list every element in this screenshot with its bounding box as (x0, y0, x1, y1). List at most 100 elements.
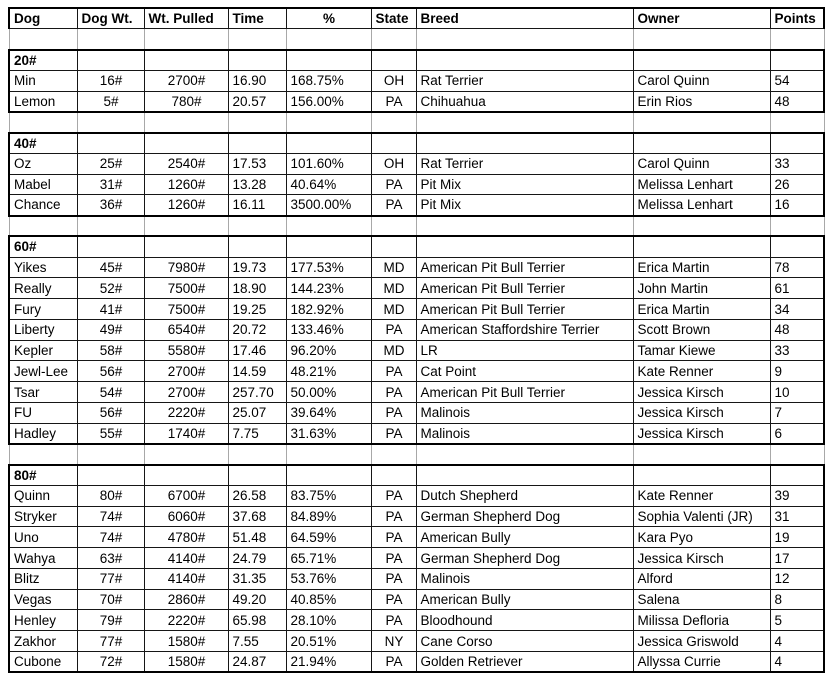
cell-dog_wt[interactable]: 63# (76, 547, 145, 569)
empty-cell[interactable] (632, 235, 771, 258)
cell-dog[interactable]: Liberty (8, 318, 78, 341)
cell-owner[interactable]: Melissa Lenhart (632, 173, 771, 196)
cell-pct[interactable]: 156.00% (285, 90, 372, 113)
cell-owner[interactable]: Alford (632, 567, 771, 590)
cell-dog_wt[interactable]: 77# (76, 630, 145, 652)
cell-pct[interactable]: 83.75% (285, 484, 372, 507)
cell-points[interactable]: 12 (769, 567, 825, 590)
cell-state[interactable]: MD (370, 339, 417, 362)
cell-points[interactable]: 48 (769, 90, 825, 113)
cell-wt_pulled[interactable]: 1740# (143, 422, 229, 445)
cell-state[interactable]: PA (370, 194, 417, 217)
cell-dog[interactable]: Fury (8, 298, 78, 320)
empty-cell[interactable] (769, 48, 825, 71)
cell-breed[interactable]: Malinois (415, 422, 634, 445)
cell-wt_pulled[interactable]: 1580# (143, 650, 229, 673)
cell-owner[interactable]: Carol Quinn (632, 69, 771, 92)
cell-wt_pulled[interactable]: 2860# (143, 588, 229, 611)
empty-cell[interactable] (632, 28, 771, 50)
cell-wt_pulled[interactable]: 1580# (143, 630, 229, 652)
cell-pct[interactable]: 182.92% (285, 298, 372, 320)
empty-cell[interactable] (143, 131, 229, 154)
cell-breed[interactable]: Malinois (415, 401, 634, 424)
cell-owner[interactable]: Kara Pyo (632, 526, 771, 548)
cell-state[interactable]: PA (370, 484, 417, 507)
empty-cell[interactable] (76, 48, 145, 71)
cell-dog[interactable]: Uno (8, 526, 78, 548)
empty-cell[interactable] (76, 463, 145, 486)
cell-pct[interactable]: 64.59% (285, 526, 372, 548)
cell-breed[interactable]: Bloodhound (415, 609, 634, 631)
cell-points[interactable]: 26 (769, 173, 825, 196)
empty-cell[interactable] (415, 111, 634, 133)
cell-state[interactable]: PA (370, 381, 417, 403)
cell-pct[interactable]: 177.53% (285, 256, 372, 279)
cell-pct[interactable]: 40.64% (285, 173, 372, 196)
empty-cell[interactable] (143, 28, 229, 50)
cell-dog[interactable]: Min (8, 69, 78, 92)
cell-points[interactable]: 61 (769, 277, 825, 299)
empty-cell[interactable] (285, 131, 372, 154)
cell-dog_wt[interactable]: 54# (76, 381, 145, 403)
empty-cell[interactable] (769, 215, 825, 237)
empty-cell[interactable] (143, 215, 229, 237)
cell-breed[interactable]: Malinois (415, 567, 634, 590)
cell-breed[interactable]: American Bully (415, 526, 634, 548)
empty-cell[interactable] (8, 443, 78, 465)
cell-dog[interactable]: Stryker (8, 505, 78, 528)
cell-breed[interactable]: Chihuahua (415, 90, 634, 113)
cell-state[interactable]: PA (370, 650, 417, 673)
cell-wt_pulled[interactable]: 6540# (143, 318, 229, 341)
cell-points[interactable]: 54 (769, 69, 825, 92)
section-label-cell[interactable]: 20# (8, 48, 78, 71)
cell-state[interactable]: PA (370, 90, 417, 113)
cell-wt_pulled[interactable]: 2700# (143, 360, 229, 382)
cell-points[interactable]: 39 (769, 484, 825, 507)
cell-time[interactable]: 17.53 (227, 152, 287, 175)
cell-pct[interactable]: 28.10% (285, 609, 372, 631)
cell-owner[interactable]: John Martin (632, 277, 771, 299)
empty-cell[interactable] (143, 111, 229, 133)
empty-cell[interactable] (8, 28, 78, 50)
cell-dog_wt[interactable]: 5# (76, 90, 145, 113)
cell-breed[interactable]: Dutch Shepherd (415, 484, 634, 507)
cell-dog_wt[interactable]: 56# (76, 360, 145, 382)
cell-points[interactable]: 19 (769, 526, 825, 548)
cell-breed[interactable]: American Pit Bull Terrier (415, 298, 634, 320)
cell-breed[interactable]: American Pit Bull Terrier (415, 277, 634, 299)
cell-dog_wt[interactable]: 36# (76, 194, 145, 217)
cell-time[interactable]: 257.70 (227, 381, 287, 403)
empty-cell[interactable] (769, 111, 825, 133)
cell-owner[interactable]: Jessica Kirsch (632, 422, 771, 445)
cell-pct[interactable]: 101.60% (285, 152, 372, 175)
cell-owner[interactable]: Jessica Kirsch (632, 381, 771, 403)
cell-dog[interactable]: Quinn (8, 484, 78, 507)
cell-dog[interactable]: Kepler (8, 339, 78, 362)
cell-pct[interactable]: 40.85% (285, 588, 372, 611)
cell-points[interactable]: 4 (769, 630, 825, 652)
empty-cell[interactable] (227, 235, 287, 258)
column-header-owner[interactable]: Owner (632, 7, 771, 30)
empty-cell[interactable] (8, 111, 78, 133)
cell-time[interactable]: 7.75 (227, 422, 287, 445)
cell-dog[interactable]: Yikes (8, 256, 78, 279)
empty-cell[interactable] (632, 443, 771, 465)
cell-owner[interactable]: Erica Martin (632, 256, 771, 279)
cell-time[interactable]: 25.07 (227, 401, 287, 424)
cell-wt_pulled[interactable]: 5580# (143, 339, 229, 362)
cell-wt_pulled[interactable]: 7980# (143, 256, 229, 279)
empty-cell[interactable] (370, 215, 417, 237)
cell-state[interactable]: PA (370, 609, 417, 631)
cell-dog[interactable]: FU (8, 401, 78, 424)
empty-cell[interactable] (76, 215, 145, 237)
cell-state[interactable]: PA (370, 360, 417, 382)
cell-dog_wt[interactable]: 79# (76, 609, 145, 631)
empty-cell[interactable] (632, 131, 771, 154)
cell-dog_wt[interactable]: 80# (76, 484, 145, 507)
cell-points[interactable]: 5 (769, 609, 825, 631)
cell-dog[interactable]: Chance (8, 194, 78, 217)
empty-cell[interactable] (285, 443, 372, 465)
cell-breed[interactable]: American Pit Bull Terrier (415, 256, 634, 279)
cell-pct[interactable]: 48.21% (285, 360, 372, 382)
column-header-time[interactable]: Time (227, 7, 287, 30)
